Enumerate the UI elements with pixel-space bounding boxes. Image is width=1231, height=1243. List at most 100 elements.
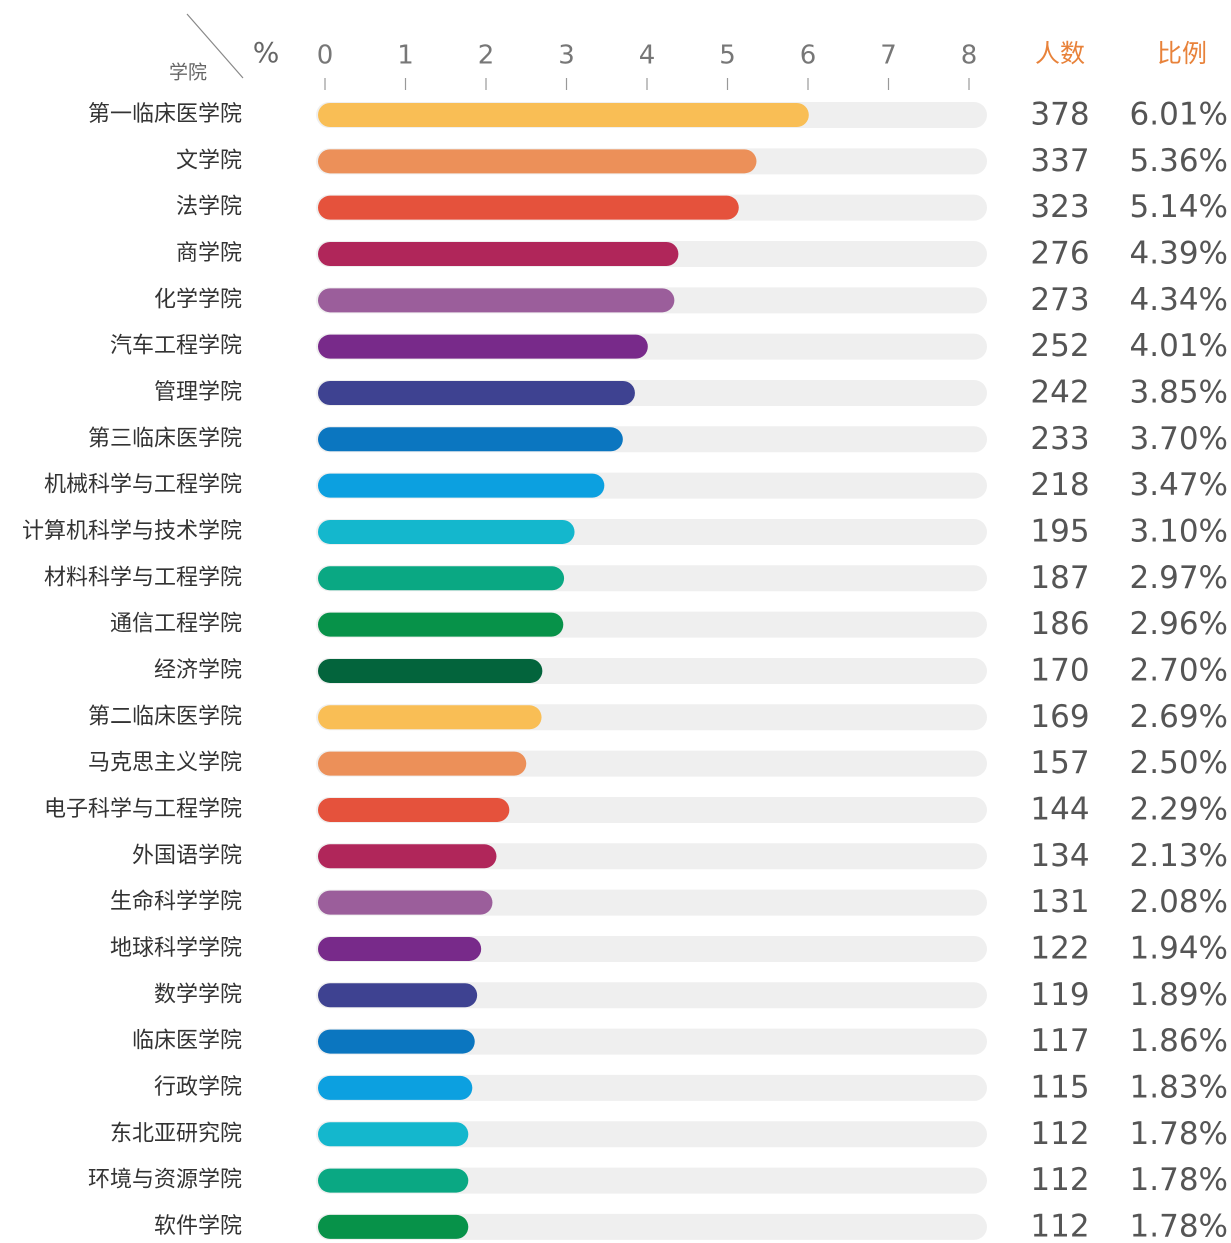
category-label: 机械科学与工程学院 <box>44 473 242 498</box>
bar <box>318 844 497 869</box>
category-header: 学院 <box>169 62 207 84</box>
count-label: 187 <box>1030 560 1089 596</box>
bar <box>318 427 623 452</box>
bar-track <box>316 1028 987 1055</box>
ratio-label: 3.47% <box>1130 467 1228 503</box>
bar <box>318 890 493 915</box>
bar <box>318 705 542 730</box>
ratio-label: 4.34% <box>1130 282 1228 318</box>
ratio-label: 2.08% <box>1130 884 1228 920</box>
bar <box>318 1214 469 1239</box>
bar <box>318 1075 473 1100</box>
ratio-label: 5.14% <box>1130 189 1228 225</box>
bar-track <box>316 935 987 962</box>
bar <box>318 334 648 359</box>
ratio-label: 3.70% <box>1130 421 1228 457</box>
bar-track <box>316 1167 987 1194</box>
category-label: 外国语学院 <box>132 843 242 868</box>
bar <box>318 612 564 637</box>
category-label: 地球科学学院 <box>110 936 242 961</box>
category-label: 化学学院 <box>154 287 242 312</box>
category-label: 管理学院 <box>154 380 242 405</box>
category-label: 第二临床医学院 <box>88 704 242 729</box>
ratio-label: 1.89% <box>1130 977 1228 1013</box>
x-tick-label: 0 <box>317 41 334 71</box>
count-label: 218 <box>1030 467 1089 503</box>
category-label: 材料科学与工程学院 <box>44 565 242 590</box>
bar <box>318 380 635 405</box>
category-label: 法学院 <box>176 195 242 220</box>
count-label: 169 <box>1030 699 1089 735</box>
category-label: 第三临床医学院 <box>88 426 242 451</box>
ratio-label: 4.39% <box>1130 235 1228 271</box>
category-label: 汽车工程学院 <box>110 334 242 359</box>
count-label: 119 <box>1030 977 1089 1013</box>
category-label: 环境与资源学院 <box>88 1168 242 1193</box>
count-label: 273 <box>1030 282 1089 318</box>
x-tick-label: 7 <box>880 41 897 71</box>
count-label: 186 <box>1030 606 1089 642</box>
ratio-label: 2.97% <box>1130 560 1228 596</box>
count-label: 117 <box>1030 1023 1089 1059</box>
ratio-label: 2.69% <box>1130 699 1228 735</box>
count-label: 112 <box>1030 1162 1089 1198</box>
bar-track <box>316 1074 987 1101</box>
count-label: 252 <box>1030 328 1089 364</box>
ratio-label: 1.86% <box>1130 1023 1228 1059</box>
x-tick-label: 6 <box>800 41 817 71</box>
ratio-label: 1.83% <box>1130 1069 1228 1105</box>
bar <box>318 473 605 498</box>
category-label: 临床医学院 <box>132 1029 242 1054</box>
bar <box>318 1029 475 1054</box>
ratio-label: 2.50% <box>1130 745 1228 781</box>
count-label: 337 <box>1030 143 1089 179</box>
count-label: 242 <box>1030 374 1089 410</box>
corner-divider <box>186 13 244 79</box>
count-label: 195 <box>1030 513 1089 549</box>
category-label: 第一临床医学院 <box>88 102 242 127</box>
bar <box>318 149 757 174</box>
category-label: 电子科学与工程学院 <box>44 797 242 822</box>
x-tick-label: 2 <box>478 41 495 71</box>
category-label: 软件学院 <box>154 1214 242 1239</box>
count-label: 122 <box>1030 930 1089 966</box>
count-label: 157 <box>1030 745 1089 781</box>
ratio-label: 2.96% <box>1130 606 1228 642</box>
bar <box>318 1122 469 1147</box>
bar <box>318 751 527 776</box>
count-label: 112 <box>1030 1208 1089 1243</box>
bar <box>318 658 543 683</box>
category-label: 商学院 <box>176 241 242 266</box>
value-unit: % <box>253 36 280 69</box>
count-label: 170 <box>1030 652 1089 688</box>
bar <box>318 1168 469 1193</box>
bar <box>318 566 565 591</box>
x-tick-label: 3 <box>558 41 575 71</box>
x-tick-label: 1 <box>397 41 414 71</box>
category-label: 行政学院 <box>154 1075 242 1100</box>
category-label: 东北亚研究院 <box>110 1121 242 1146</box>
ratio-label: 2.70% <box>1130 652 1228 688</box>
category-label: 马克思主义学院 <box>88 751 242 776</box>
category-label: 数学学院 <box>154 982 242 1007</box>
count-label: 134 <box>1030 838 1089 874</box>
ratio-label: 5.36% <box>1130 143 1228 179</box>
x-tick-label: 5 <box>719 41 736 71</box>
ratio-label: 1.78% <box>1130 1208 1228 1243</box>
count-label: 131 <box>1030 884 1089 920</box>
count-label: 112 <box>1030 1116 1089 1152</box>
category-label: 文学院 <box>176 148 242 173</box>
count-header: 人数 <box>1035 39 1085 68</box>
ratio-label: 2.29% <box>1130 791 1228 827</box>
ratio-label: 3.85% <box>1130 374 1228 410</box>
x-tick-label: 8 <box>961 41 978 71</box>
bar <box>318 195 739 220</box>
ratio-label: 1.78% <box>1130 1162 1228 1198</box>
ratio-label: 2.13% <box>1130 838 1228 874</box>
count-label: 233 <box>1030 421 1089 457</box>
ratio-label: 1.94% <box>1130 930 1228 966</box>
bar <box>318 983 478 1008</box>
ratio-header: 比例 <box>1157 39 1207 68</box>
ratio-label: 4.01% <box>1130 328 1228 364</box>
